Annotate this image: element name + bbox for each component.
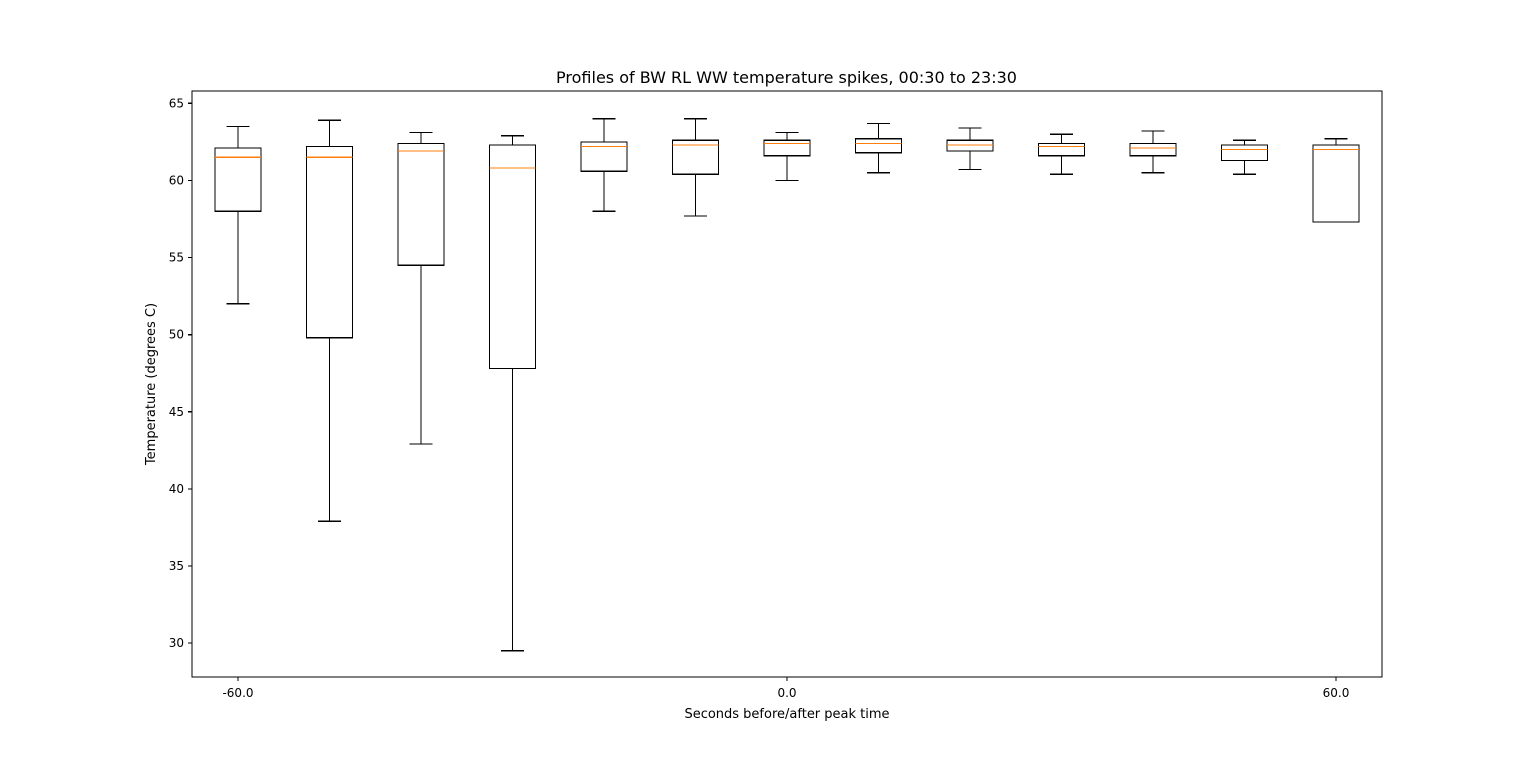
box-3	[397, 142, 445, 266]
y-tick-label: 35	[169, 559, 184, 573]
box-4	[488, 144, 537, 370]
chart-title: Profiles of BW RL WW temperature spikes,…	[556, 68, 1017, 87]
x-tick-label: -60.0	[222, 686, 253, 700]
box-12	[1220, 144, 1269, 161]
y-tick-label: 30	[169, 636, 184, 650]
box-6	[671, 139, 720, 175]
x-tick-label: 60.0	[1323, 686, 1350, 700]
box-1	[214, 147, 262, 212]
y-tick-label: 60	[169, 173, 184, 187]
y-tick-label: 65	[169, 96, 184, 110]
box-7	[763, 139, 811, 157]
x-tick-label: 0.0	[777, 686, 796, 700]
box-9	[946, 139, 994, 152]
box-8	[854, 138, 903, 154]
box-10	[1037, 142, 1086, 157]
y-tick-label: 40	[169, 482, 184, 496]
y-tick-label: 45	[169, 405, 184, 419]
box-5	[580, 141, 628, 172]
plot-area: 30 35 40 45 50 55 60 65 -60.0 0.0 60.0	[169, 90, 1383, 700]
y-tick-label: 50	[169, 328, 184, 342]
box-2	[305, 145, 354, 339]
x-axis-label: Seconds before/after peak time	[684, 707, 889, 722]
box-13	[1312, 144, 1360, 223]
y-axis-label: Temperature (degrees C)	[144, 303, 159, 466]
box-11	[1129, 142, 1177, 157]
y-tick-label: 55	[169, 251, 184, 265]
